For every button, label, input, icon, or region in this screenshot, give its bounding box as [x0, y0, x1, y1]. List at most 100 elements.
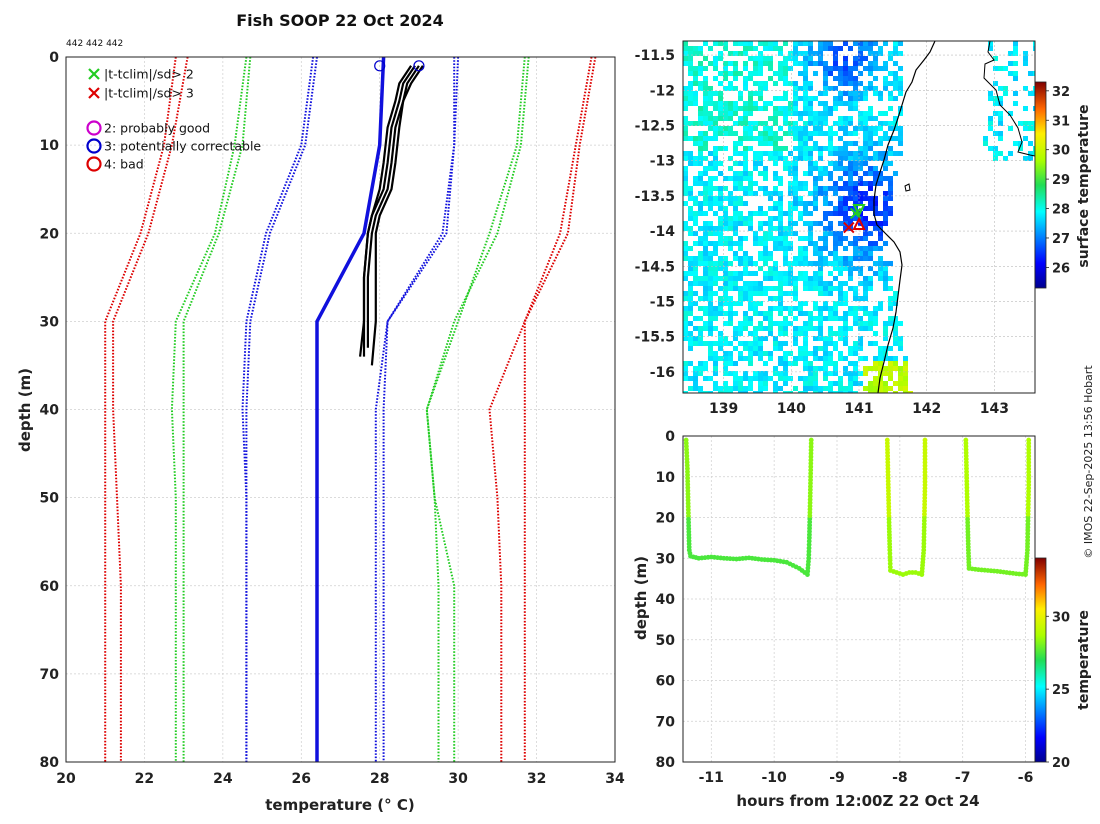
sst-cell [703, 221, 708, 226]
sst-cell [773, 96, 778, 101]
sst-cell [813, 121, 818, 126]
sst-cell [683, 321, 688, 326]
sst-cell [758, 51, 763, 56]
sst-cell [733, 386, 738, 391]
sst-cell [858, 51, 863, 56]
sst-cell [738, 51, 743, 56]
sst-cell [1023, 56, 1028, 61]
sst-cell [1008, 61, 1013, 66]
sst-cell [753, 56, 758, 61]
sst-cell [738, 201, 743, 206]
sst-cell [718, 161, 723, 166]
sst-cell [758, 186, 763, 191]
sst-cell [743, 236, 748, 241]
sst-cell [773, 201, 778, 206]
sst-cell [893, 126, 898, 131]
sst-cell [753, 156, 758, 161]
sst-cell [833, 56, 838, 61]
sst-cell [708, 251, 713, 256]
sst-cell [858, 46, 863, 51]
sst-cell [858, 151, 863, 156]
sst-cell [803, 136, 808, 141]
sst-cell [718, 196, 723, 201]
sst-cell [753, 291, 758, 296]
sst-cell [788, 111, 793, 116]
sst-cell [763, 336, 768, 341]
sst-cell [748, 296, 753, 301]
sst-cell [878, 136, 883, 141]
sst-cell [763, 376, 768, 381]
sst-cell [683, 371, 688, 376]
sst-cell [813, 221, 818, 226]
sst-cell [793, 231, 798, 236]
sst-cell [748, 216, 753, 221]
sst-cell [723, 61, 728, 66]
sst-cell [763, 351, 768, 356]
sst-cell [823, 256, 828, 261]
sst-cell [803, 346, 808, 351]
sst-cell [838, 186, 843, 191]
sst-cell [733, 171, 738, 176]
sst-cell [703, 56, 708, 61]
sst-cell [843, 291, 848, 296]
sst-cell [833, 366, 838, 371]
sst-cell [798, 96, 803, 101]
sst-cell [683, 181, 688, 186]
sst-cell [803, 221, 808, 226]
sst-cell [828, 201, 833, 206]
sst-cell [768, 76, 773, 81]
sst-cell [753, 286, 758, 291]
sst-cell [838, 81, 843, 86]
sst-cell [833, 236, 838, 241]
profile-legend: |t-tclim|/sd> 2|t-tclim|/sd> 32: probabl… [86, 67, 261, 172]
sst-cell [753, 376, 758, 381]
sst-cell [1003, 91, 1008, 96]
sst-cell [863, 291, 868, 296]
sst-cell [758, 161, 763, 166]
sst-cell [773, 391, 778, 393]
sst-cell [848, 181, 853, 186]
sst-cell [833, 361, 838, 366]
sst-cell [738, 196, 743, 201]
sst-cell [833, 131, 838, 136]
sst-cell [858, 266, 863, 271]
sst-cell [833, 51, 838, 56]
sst-cell [738, 246, 743, 251]
sst-cell [728, 111, 733, 116]
sst-cell [723, 226, 728, 231]
sst-cell [798, 146, 803, 151]
island-outline [904, 183, 911, 192]
sst-cell [753, 351, 758, 356]
sst-cell [873, 181, 878, 186]
sst-cell [813, 176, 818, 181]
sst-cell [843, 201, 848, 206]
map-x-tick: 143 [980, 401, 1009, 417]
sst-cell [743, 191, 748, 196]
sst-cell [858, 251, 863, 256]
sst-cell [993, 111, 998, 116]
sst-cell [823, 376, 828, 381]
sst-cell [713, 316, 718, 321]
sst-cell [753, 166, 758, 171]
sst-cell [793, 91, 798, 96]
sst-cell [808, 146, 813, 151]
sst-cell [758, 81, 763, 86]
sst-cell [888, 146, 893, 151]
sst-cell [778, 371, 783, 376]
sst-cell [733, 221, 738, 226]
sst-cell [858, 316, 863, 321]
sst-cell [688, 291, 693, 296]
sst-cell [853, 391, 858, 393]
sst-cell [763, 261, 768, 266]
sst-cell [808, 191, 813, 196]
sst-cell [878, 386, 883, 391]
sst-cell [828, 306, 833, 311]
sst-cell [783, 61, 788, 66]
map-y-tick: -12.5 [635, 118, 675, 134]
sst-cell [743, 251, 748, 256]
sst-cell [808, 61, 813, 66]
sst-cell [798, 116, 803, 121]
sst-cell [758, 291, 763, 296]
sst-cell [898, 111, 903, 116]
sst-cell [813, 206, 818, 211]
